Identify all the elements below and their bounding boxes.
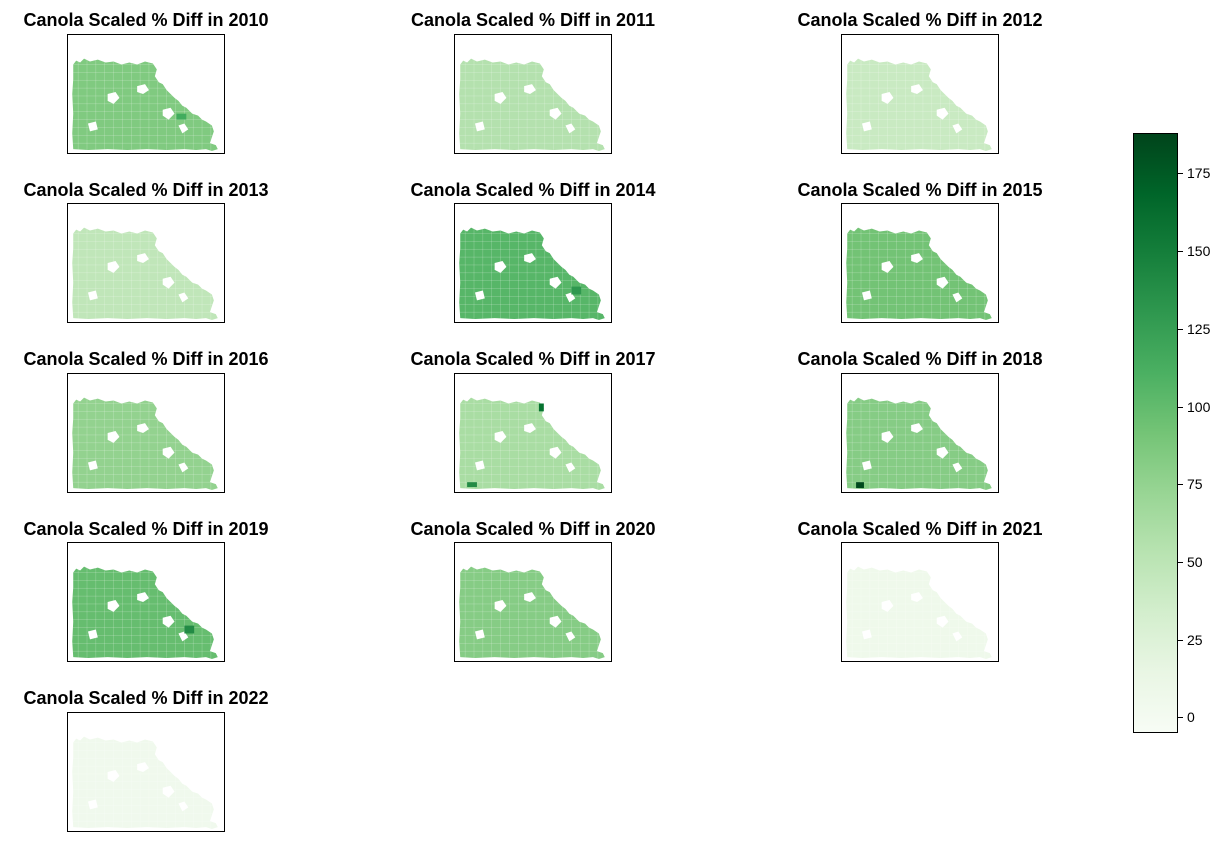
hotspot-0 xyxy=(184,625,195,634)
map-title-2019: Canola Scaled % Diff in 2019 xyxy=(23,519,269,539)
map-panel-2016 xyxy=(67,373,225,493)
colorbar-tick xyxy=(1178,173,1183,175)
map-panel-2010 xyxy=(67,34,225,154)
colorbar-tick-label: 150 xyxy=(1187,243,1211,260)
map-title-2015: Canola Scaled % Diff in 2015 xyxy=(797,180,1043,200)
choropleth-map xyxy=(846,58,992,152)
no-data-areas xyxy=(474,592,576,642)
map-panel-2018 xyxy=(841,373,999,493)
choropleth-map xyxy=(846,566,992,660)
colorbar-tick xyxy=(1178,639,1183,641)
colorbar-tick xyxy=(1178,717,1183,719)
hotspot-0 xyxy=(571,286,582,295)
choropleth-map xyxy=(72,736,218,830)
choropleth-map xyxy=(459,227,605,321)
map-title-2011: Canola Scaled % Diff in 2011 xyxy=(410,10,656,30)
map-title-2016: Canola Scaled % Diff in 2016 xyxy=(23,349,269,369)
map-title-2017: Canola Scaled % Diff in 2017 xyxy=(410,349,656,369)
colorbar-tick xyxy=(1178,562,1183,563)
no-data-areas xyxy=(861,84,963,134)
map-panel-2014 xyxy=(454,203,612,323)
choropleth-map xyxy=(846,397,992,491)
no-data-areas xyxy=(474,253,576,303)
no-data-areas xyxy=(87,423,189,473)
choropleth-map xyxy=(459,397,605,491)
map-panel-2011 xyxy=(454,34,612,154)
no-data-areas xyxy=(87,84,189,134)
map-panel-2012 xyxy=(841,34,999,154)
colorbar-tick-label: 0 xyxy=(1187,709,1195,726)
no-data-areas xyxy=(87,762,189,812)
no-data-areas xyxy=(861,253,963,303)
map-panel-2020 xyxy=(454,542,612,662)
no-data-areas xyxy=(861,423,963,473)
colorbar-tick-label: 25 xyxy=(1187,631,1203,648)
colorbar xyxy=(1133,133,1178,733)
no-data-areas xyxy=(861,592,963,642)
colorbar-tick xyxy=(1178,328,1183,330)
hotspot-0 xyxy=(856,482,864,489)
map-title-2010: Canola Scaled % Diff in 2010 xyxy=(23,10,269,30)
map-panel-2019 xyxy=(67,542,225,662)
colorbar-tick xyxy=(1178,406,1183,408)
map-title-2012: Canola Scaled % Diff in 2012 xyxy=(797,10,1043,30)
map-title-2022: Canola Scaled % Diff in 2022 xyxy=(23,688,269,708)
hotspot-0 xyxy=(176,113,187,120)
colorbar-tick-label: 100 xyxy=(1187,398,1211,415)
map-title-2014: Canola Scaled % Diff in 2014 xyxy=(410,180,656,200)
map-panel-2017 xyxy=(454,373,612,493)
choropleth-map xyxy=(72,58,218,152)
choropleth-map xyxy=(72,397,218,491)
map-title-2018: Canola Scaled % Diff in 2018 xyxy=(797,349,1043,369)
map-panel-2021 xyxy=(841,542,999,662)
map-title-2020: Canola Scaled % Diff in 2020 xyxy=(410,519,656,539)
map-panel-2015 xyxy=(841,203,999,323)
choropleth-map xyxy=(72,566,218,660)
colorbar-tick-label: 175 xyxy=(1187,165,1211,182)
colorbar-tick-label: 125 xyxy=(1187,320,1211,337)
hotspot-0 xyxy=(538,403,544,412)
colorbar-tick-label: 50 xyxy=(1187,554,1203,570)
hotspot-1 xyxy=(467,482,477,488)
colorbar-tick xyxy=(1178,251,1183,253)
map-title-2013: Canola Scaled % Diff in 2013 xyxy=(23,180,269,200)
no-data-areas xyxy=(474,84,576,134)
map-panel-2022 xyxy=(67,712,225,832)
no-data-areas xyxy=(87,592,189,642)
no-data-areas xyxy=(474,423,576,473)
map-panel-2013 xyxy=(67,203,225,323)
choropleth-map xyxy=(459,58,605,152)
choropleth-map xyxy=(846,227,992,321)
choropleth-map xyxy=(72,227,218,321)
no-data-areas xyxy=(87,253,189,303)
map-title-2021: Canola Scaled % Diff in 2021 xyxy=(797,519,1043,539)
choropleth-map xyxy=(459,566,605,660)
colorbar-tick-label: 75 xyxy=(1187,476,1203,493)
colorbar-tick xyxy=(1178,484,1183,486)
